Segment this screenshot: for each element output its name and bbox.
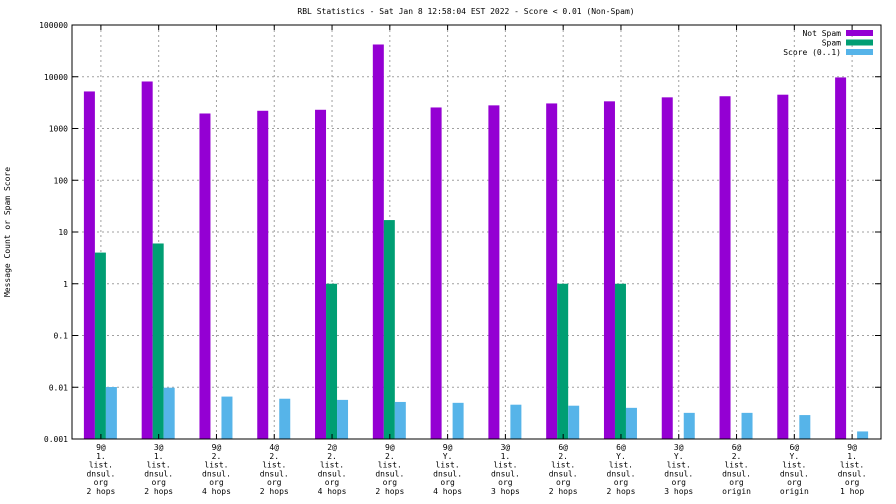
- bar-spam: [614, 283, 626, 439]
- y-tick-label: 100000: [39, 21, 68, 30]
- bar-spam: [326, 283, 338, 439]
- x-tick-label: 6@ Y. list. dnsul. org origin: [780, 443, 809, 496]
- bar-spam: [383, 220, 395, 439]
- legend-label: Not Spam: [802, 29, 841, 38]
- x-tick-label: 3@ Y. list. dnsul. org 3 hops: [664, 443, 693, 496]
- bar-score-0-1: [163, 387, 175, 439]
- y-axis-label: Message Count or Spam Score: [3, 167, 12, 297]
- x-tick-label: 6@ 2. list. dnsul. org origin: [722, 443, 751, 496]
- y-tick-label: 0.001: [44, 435, 68, 444]
- bar-spam: [152, 243, 164, 439]
- legend-label: Score (0..1): [783, 48, 841, 57]
- plot-border: [71, 24, 882, 440]
- bar-score-0-1: [279, 398, 291, 439]
- bar-spam: [557, 283, 569, 439]
- x-tick-label: 9@ 1. list. dnsul. org 1 hop: [838, 443, 867, 496]
- bar-score-0-1: [394, 401, 406, 439]
- x-tick-label: 4@ 2. list. dnsul. org 2 hops: [260, 443, 289, 496]
- bar-score-0-1: [568, 405, 580, 439]
- y-tick-label: 10000: [44, 73, 68, 82]
- bar-not-spam: [257, 110, 269, 439]
- x-tick-label: 9@ 1. list. dnsul. org 2 hops: [86, 443, 115, 496]
- axes: [71, 24, 882, 440]
- bar-not-spam: [835, 77, 847, 439]
- bar-not-spam: [372, 44, 384, 439]
- y-tick-label: 0.01: [49, 383, 68, 392]
- legend-swatch: [846, 30, 873, 36]
- x-tick-label: 6@ Y. list. dnsul. org 2 hops: [607, 443, 636, 496]
- bar-not-spam: [315, 109, 327, 440]
- bar-not-spam: [83, 91, 95, 439]
- bar-score-0-1: [741, 412, 753, 439]
- legend-swatch: [846, 49, 873, 55]
- bar-score-0-1: [105, 387, 117, 439]
- x-tick-label: 9@ 2. list. dnsul. org 2 hops: [375, 443, 404, 496]
- y-tick-label: 1: [63, 280, 68, 289]
- legend-label: Spam: [822, 39, 841, 48]
- grid-lines: [72, 25, 881, 439]
- bar-score-0-1: [221, 396, 233, 439]
- bars: [83, 44, 869, 440]
- y-tick-label: 10: [58, 228, 68, 237]
- bar-score-0-1: [857, 431, 869, 439]
- bar-not-spam: [777, 94, 789, 439]
- legend-swatch: [846, 39, 873, 46]
- bar-not-spam: [603, 101, 615, 440]
- bar-score-0-1: [625, 407, 637, 439]
- y-tick-label: 100: [54, 176, 69, 185]
- bar-score-0-1: [799, 415, 811, 439]
- bar-not-spam: [430, 107, 442, 439]
- bar-not-spam: [488, 105, 500, 440]
- y-tick-labels: 0.001 0.01 0.1 1 10 100 1000 10000 100000: [39, 21, 68, 444]
- x-tick-label: 2@ 2. list. dnsul. org 4 hops: [318, 443, 347, 496]
- bar-score-0-1: [337, 399, 349, 439]
- bar-not-spam: [141, 81, 153, 439]
- bar-not-spam: [661, 97, 673, 440]
- x-tick-label: 9@ 2. list. dnsul. org 4 hops: [202, 443, 231, 496]
- x-tick-label: 3@ 1. list. dnsul. org 3 hops: [491, 443, 520, 496]
- bar-spam: [94, 252, 106, 439]
- x-tick-label: 6@ 2. list. dnsul. org 2 hops: [549, 443, 578, 496]
- chart-title: RBL Statistics - Sat Jan 8 12:58:04 EST …: [297, 7, 634, 16]
- y-tick-label: 1000: [49, 125, 68, 134]
- x-tick-label: 9@ Y. list. dnsul. org 4 hops: [433, 443, 462, 496]
- bar-score-0-1: [452, 402, 464, 439]
- x-tick-label: 3@ 1. list. dnsul. org 2 hops: [144, 443, 173, 496]
- bar-score-0-1: [683, 412, 695, 439]
- bar-not-spam: [546, 103, 558, 439]
- bar-not-spam: [719, 96, 731, 439]
- bar-not-spam: [199, 113, 211, 439]
- bar-score-0-1: [510, 404, 522, 439]
- y-tick-label: 0.1: [54, 332, 69, 341]
- x-tick-labels: 9@ 1. list. dnsul. org 2 hops 3@ 1. list. dnsul. o…: [86, 443, 866, 496]
